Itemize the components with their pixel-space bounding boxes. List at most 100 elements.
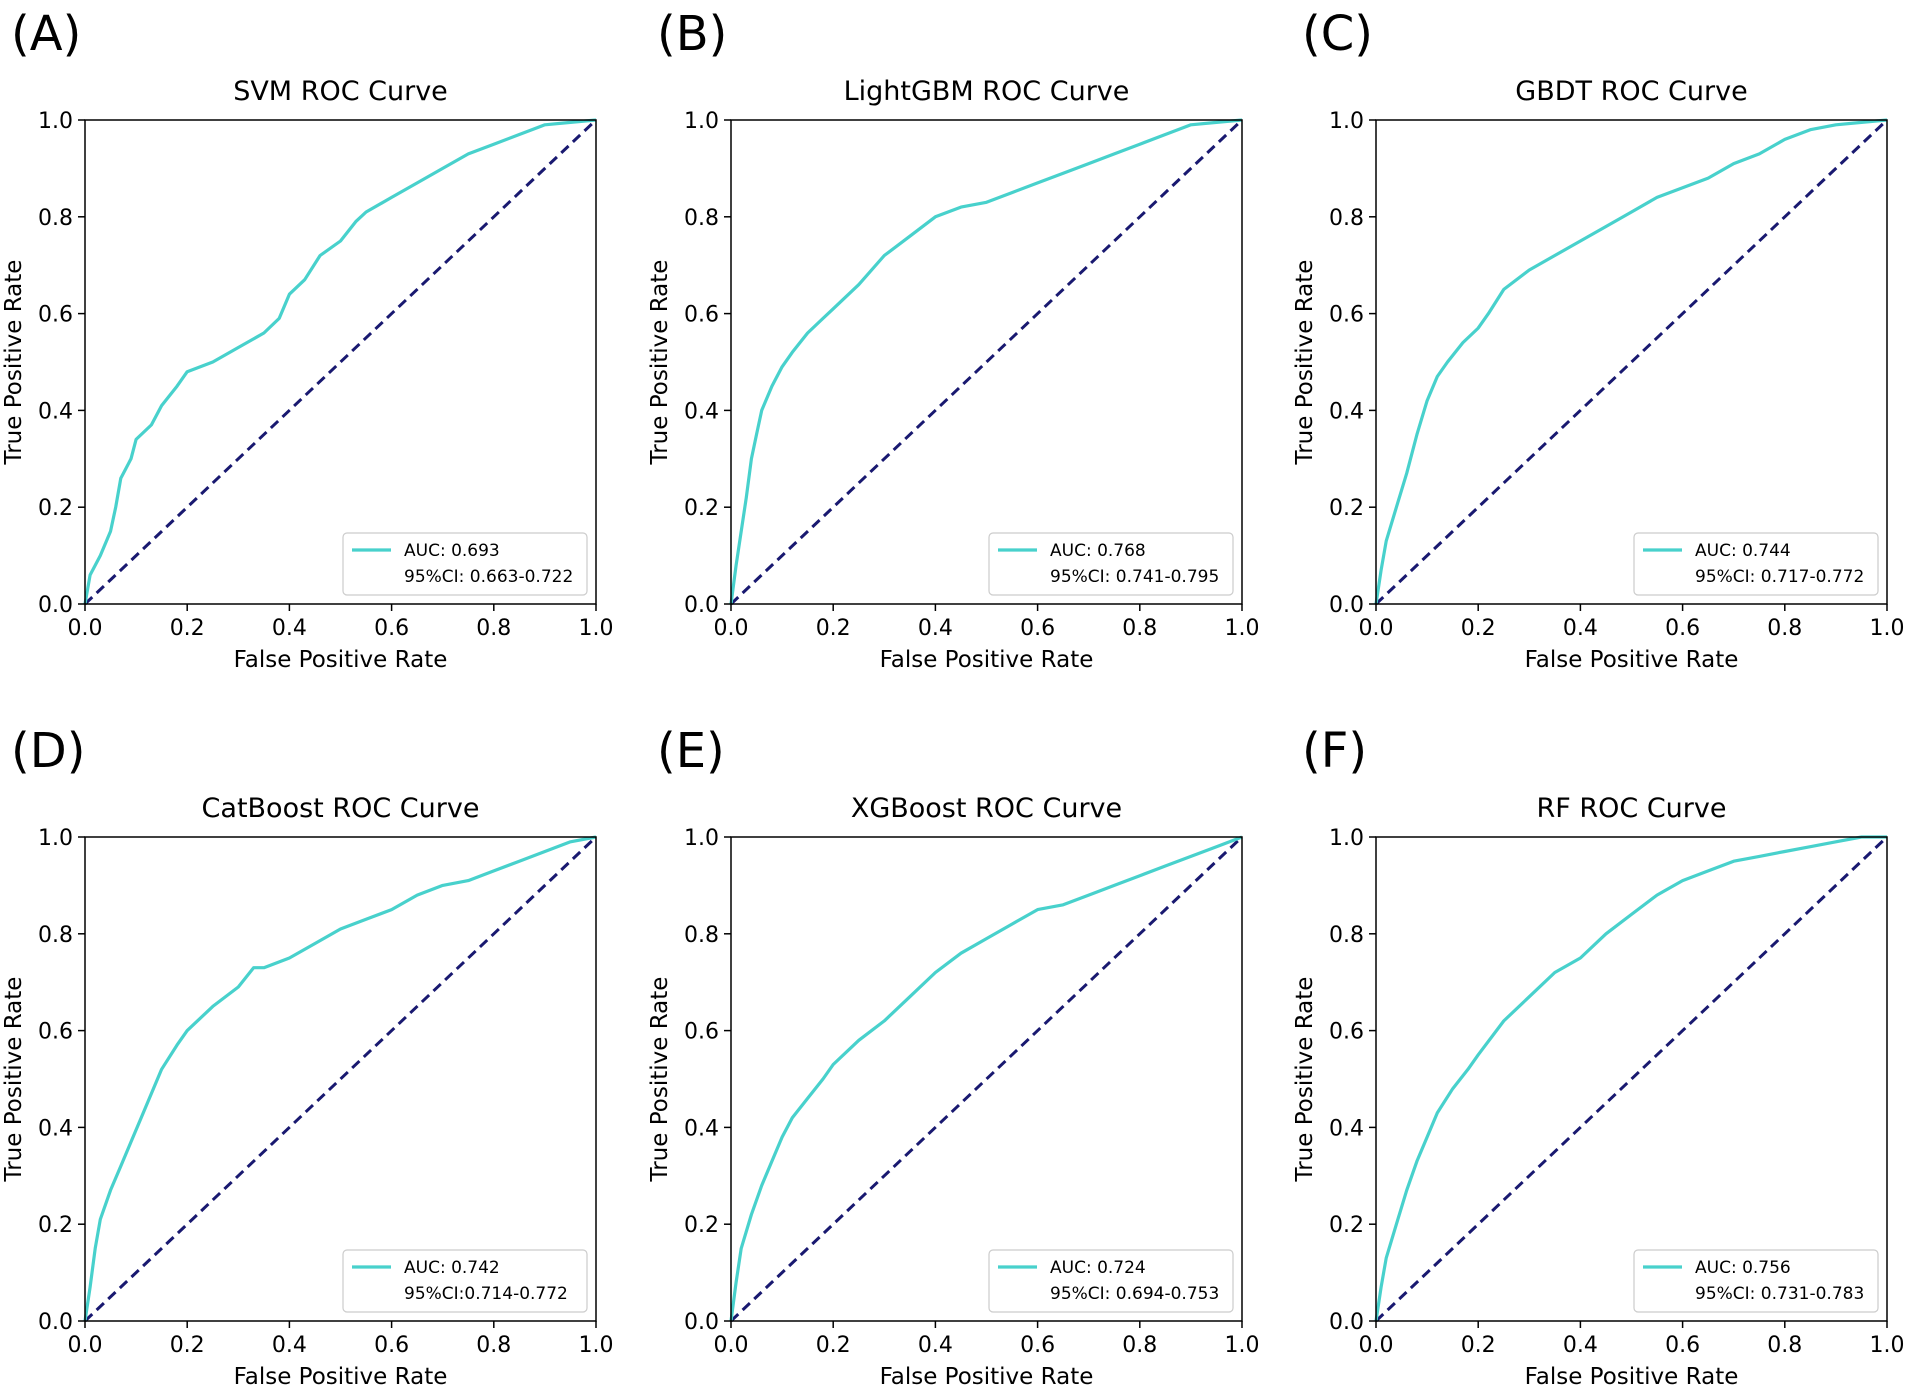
- y-tick-label: 0.8: [684, 206, 719, 231]
- plot-frame: [84, 119, 597, 605]
- legend-box: [342, 532, 588, 596]
- legend-ci-label: 95%CI: 0.694-0.753: [1050, 1284, 1219, 1304]
- y-tick-label: 0.8: [38, 923, 73, 948]
- panel-letter: (F): [1302, 723, 1367, 779]
- legend: AUC: 0.693 95%CI: 0.663-0.722: [342, 532, 588, 596]
- x-tick-label: 0.2: [816, 616, 851, 641]
- roc-panel-6: (F) RF ROC Curve 0.0 0.2 0.4 0.6 0.8 1.0 0.0 0.2 0…: [1292, 723, 1905, 1387]
- chance-diagonal-line: [1374, 835, 1889, 1323]
- x-axis-label: False Positive Rate: [1525, 647, 1739, 673]
- panel-letter: (B): [657, 6, 727, 62]
- x-tick-label: 0.0: [68, 1333, 103, 1358]
- x-tick-label: 0.6: [1020, 616, 1055, 641]
- y-tick-label: 0.2: [684, 1213, 719, 1238]
- panel-title: GBDT ROC Curve: [1515, 76, 1747, 107]
- y-axis-label: True Positive Rate: [647, 260, 673, 466]
- x-tick-label: 0.4: [1563, 1333, 1598, 1358]
- legend: AUC: 0.768 95%CI: 0.741-0.795: [988, 532, 1234, 596]
- x-tick-label: 1.0: [579, 616, 614, 641]
- x-tick-label: 0.6: [1665, 616, 1700, 641]
- x-tick-label: 0.6: [374, 1333, 409, 1358]
- x-tick-label: 0.8: [476, 1333, 511, 1358]
- x-tick-label: 0.0: [1359, 1333, 1394, 1358]
- roc-curve-line: [729, 835, 1243, 1322]
- legend-auc-label: AUC: 0.693: [404, 541, 500, 561]
- y-tick-label: 0.6: [38, 1020, 73, 1045]
- x-axis-label: False Positive Rate: [880, 1364, 1094, 1387]
- roc-panel-3: (C) GBDT ROC Curve 0.0 0.2 0.4 0.6 0.8 1.0 0.0 0.…: [1292, 6, 1905, 673]
- plot-frame: [730, 119, 1243, 605]
- y-tick-label: 0.8: [1329, 923, 1364, 948]
- y-tick-label: 0.6: [1329, 1020, 1364, 1045]
- y-tick-label: 0.0: [38, 593, 73, 618]
- y-tick-label: 0.4: [1329, 399, 1364, 424]
- y-tick-label: 0.2: [684, 496, 719, 521]
- y-tick-label: 0.4: [1329, 1116, 1364, 1141]
- x-tick-label: 0.2: [1461, 1333, 1496, 1358]
- x-tick-label: 0.0: [714, 1333, 749, 1358]
- x-axis-label: False Positive Rate: [234, 1364, 448, 1387]
- y-tick-label: 0.0: [684, 593, 719, 618]
- panel-letter: (A): [11, 6, 81, 62]
- y-tick-label: 0.0: [38, 1310, 73, 1335]
- y-tick-label: 1.0: [38, 826, 73, 851]
- y-tick-label: 1.0: [684, 826, 719, 851]
- roc-curve-line: [729, 118, 1243, 605]
- x-tick-label: 0.2: [816, 1333, 851, 1358]
- y-tick-label: 0.8: [1329, 206, 1364, 231]
- roc-panel-2: (B) LightGBM ROC Curve 0.0 0.2 0.4 0.6 0.8 1.0 0…: [647, 6, 1260, 673]
- x-tick-label: 1.0: [1870, 1333, 1905, 1358]
- y-tick-label: 0.6: [1329, 303, 1364, 328]
- panel-title: SVM ROC Curve: [233, 76, 448, 107]
- x-tick-label: 0.4: [272, 1333, 307, 1358]
- y-tick-label: 0.6: [684, 1020, 719, 1045]
- y-tick-label: 1.0: [1329, 826, 1364, 851]
- panel-letter: (E): [657, 723, 725, 779]
- y-tick-label: 0.4: [684, 1116, 719, 1141]
- x-tick-label: 0.0: [68, 616, 103, 641]
- legend: AUC: 0.756 95%CI: 0.731-0.783: [1633, 1249, 1879, 1313]
- plot-frame: [730, 836, 1243, 1322]
- x-tick-label: 0.8: [1122, 616, 1157, 641]
- legend-box: [988, 532, 1234, 596]
- chance-diagonal-line: [83, 835, 598, 1323]
- x-axis-label: False Positive Rate: [880, 647, 1094, 673]
- roc-panel-4: (D) CatBoost ROC Curve 0.0 0.2 0.4 0.6 0.8 1.0 0…: [1, 723, 614, 1387]
- chance-diagonal-line: [729, 835, 1244, 1323]
- legend-auc-label: AUC: 0.744: [1695, 541, 1791, 561]
- y-tick-label: 0.4: [38, 399, 73, 424]
- roc-curve-line: [1374, 835, 1887, 1322]
- x-tick-label: 0.8: [1767, 1333, 1802, 1358]
- x-tick-label: 0.0: [1359, 616, 1394, 641]
- y-tick-label: 0.4: [684, 399, 719, 424]
- x-tick-label: 0.2: [170, 616, 205, 641]
- y-tick-label: 0.0: [684, 1310, 719, 1335]
- x-tick-label: 1.0: [579, 1333, 614, 1358]
- x-tick-label: 1.0: [1225, 1333, 1260, 1358]
- panel-letter: (C): [1302, 6, 1373, 62]
- panel-title: RF ROC Curve: [1537, 793, 1727, 824]
- y-tick-label: 0.6: [38, 303, 73, 328]
- y-tick-label: 0.0: [1329, 593, 1364, 618]
- panel-letter: (D): [11, 723, 85, 779]
- chance-diagonal-line: [83, 118, 598, 606]
- chance-diagonal-line: [1374, 118, 1889, 606]
- y-tick-label: 0.8: [38, 206, 73, 231]
- x-tick-label: 0.2: [1461, 616, 1496, 641]
- x-tick-label: 0.4: [918, 1333, 953, 1358]
- roc-curve-line: [83, 835, 597, 1322]
- roc-panel-1: (A) SVM ROC Curve 0.0 0.2 0.4 0.6 0.8 1.0 0.0 0.2…: [1, 6, 614, 673]
- plot-frame: [1375, 119, 1888, 605]
- y-axis-label: True Positive Rate: [1292, 260, 1318, 466]
- legend-box: [1633, 532, 1879, 596]
- panel-title: CatBoost ROC Curve: [202, 793, 480, 824]
- y-axis-label: True Positive Rate: [1292, 977, 1318, 1183]
- x-tick-label: 0.8: [1767, 616, 1802, 641]
- x-tick-label: 0.4: [918, 616, 953, 641]
- y-tick-label: 0.0: [1329, 1310, 1364, 1335]
- x-tick-label: 0.6: [1020, 1333, 1055, 1358]
- legend-auc-label: AUC: 0.742: [404, 1258, 500, 1278]
- legend-ci-label: 95%CI:0.714-0.772: [404, 1284, 568, 1304]
- y-tick-label: 0.4: [38, 1116, 73, 1141]
